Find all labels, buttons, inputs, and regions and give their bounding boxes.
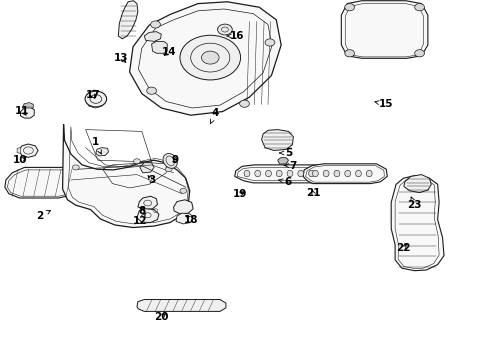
Ellipse shape (355, 170, 361, 177)
Text: 20: 20 (154, 312, 168, 322)
Text: 2: 2 (37, 211, 50, 221)
Ellipse shape (297, 170, 303, 177)
Polygon shape (96, 148, 108, 156)
Polygon shape (20, 107, 34, 118)
Polygon shape (62, 124, 189, 228)
Circle shape (150, 21, 160, 28)
Circle shape (180, 188, 186, 193)
Polygon shape (5, 167, 85, 198)
Polygon shape (390, 176, 443, 271)
Polygon shape (151, 41, 167, 53)
Polygon shape (173, 200, 193, 214)
Polygon shape (267, 166, 279, 178)
Text: 13: 13 (114, 53, 128, 63)
Ellipse shape (344, 170, 350, 177)
Circle shape (72, 165, 79, 170)
Ellipse shape (312, 170, 318, 177)
Circle shape (264, 39, 274, 46)
Circle shape (180, 35, 240, 80)
Ellipse shape (286, 170, 292, 177)
Polygon shape (22, 103, 33, 108)
Ellipse shape (323, 170, 328, 177)
Polygon shape (403, 175, 430, 193)
Text: 7: 7 (284, 161, 297, 171)
Polygon shape (261, 130, 293, 150)
Text: 11: 11 (15, 105, 30, 116)
Text: 18: 18 (183, 215, 198, 225)
Ellipse shape (276, 170, 282, 177)
Polygon shape (19, 144, 38, 157)
Circle shape (133, 159, 140, 164)
Text: 5: 5 (279, 148, 291, 158)
Circle shape (217, 24, 232, 35)
Text: 3: 3 (148, 175, 155, 185)
Circle shape (414, 50, 424, 57)
Polygon shape (118, 1, 138, 39)
Text: 22: 22 (395, 243, 410, 253)
Ellipse shape (308, 170, 314, 177)
Polygon shape (303, 164, 386, 184)
Polygon shape (234, 165, 329, 183)
Polygon shape (341, 1, 427, 58)
Ellipse shape (254, 170, 260, 177)
Ellipse shape (244, 170, 249, 177)
Circle shape (239, 100, 249, 107)
Text: 16: 16 (226, 31, 244, 41)
Text: 17: 17 (85, 90, 100, 100)
Polygon shape (137, 209, 159, 222)
Text: 1: 1 (92, 137, 101, 154)
Ellipse shape (265, 170, 271, 177)
Polygon shape (140, 163, 154, 173)
Polygon shape (279, 172, 285, 176)
Polygon shape (144, 32, 161, 41)
Polygon shape (277, 158, 288, 164)
Polygon shape (176, 213, 193, 224)
Ellipse shape (366, 170, 371, 177)
Text: 23: 23 (407, 197, 421, 210)
Text: 6: 6 (278, 177, 290, 187)
Circle shape (344, 50, 354, 57)
Circle shape (201, 51, 219, 64)
Circle shape (146, 87, 156, 94)
Circle shape (165, 167, 172, 172)
Polygon shape (137, 300, 225, 311)
Text: 8: 8 (138, 206, 145, 216)
Ellipse shape (333, 170, 339, 177)
Text: 21: 21 (305, 188, 320, 198)
Text: 12: 12 (133, 213, 147, 226)
Text: 10: 10 (13, 155, 28, 165)
Circle shape (85, 91, 106, 107)
Text: 9: 9 (171, 155, 178, 165)
Text: 4: 4 (210, 108, 219, 124)
Polygon shape (129, 2, 281, 115)
Ellipse shape (163, 153, 177, 168)
Text: 19: 19 (232, 189, 246, 199)
Text: 14: 14 (161, 47, 176, 57)
Circle shape (344, 4, 354, 11)
Text: 15: 15 (374, 99, 393, 109)
Circle shape (414, 4, 424, 11)
Polygon shape (17, 148, 20, 153)
Polygon shape (138, 196, 157, 210)
